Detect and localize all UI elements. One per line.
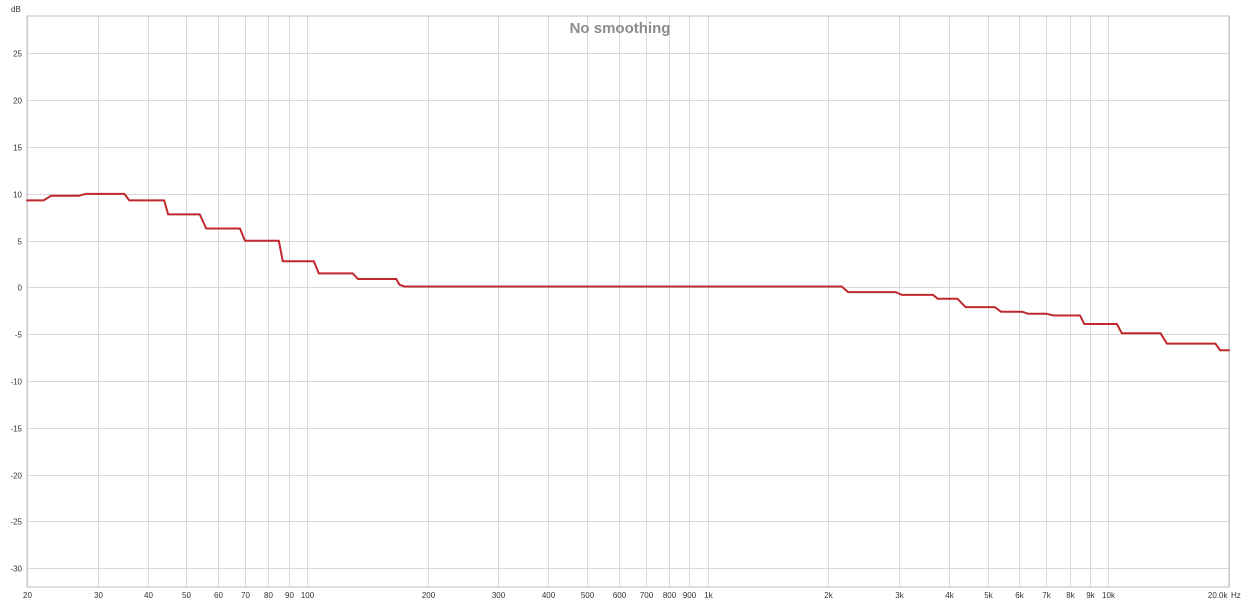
x-tick-label: 300 [492,591,506,600]
x-tick-label: 800 [663,591,677,600]
x-tick-label: 4k [945,591,954,600]
x-tick-label: 5k [984,591,993,600]
chart-title: No smoothing [570,20,671,37]
x-tick-label: 900 [683,591,697,600]
x-tick-label: 8k [1066,591,1075,600]
x-tick-labels: 20 30 40 50 60 70 80 90 100 200 300 400 500 600 700 800… [23,591,1241,600]
y-tick-label: 25 [13,50,22,59]
x-tick-label: 70 [241,591,250,600]
x-tick-label: 500 [581,591,595,600]
x-tick-label: 6k [1015,591,1024,600]
x-tick-label: 3k [895,591,904,600]
x-tick-label: 30 [94,591,103,600]
x-tick-label: 1k [704,591,713,600]
x-tick-label: 10k [1102,591,1116,600]
y-tick-label: 15 [13,144,22,153]
x-tick-label: 20.0k [1208,591,1229,600]
x-tick-label: 2k [824,591,833,600]
y-tick-label: -30 [10,565,22,574]
x-tick-label: 200 [422,591,436,600]
y-tick-label: -15 [10,425,22,434]
y-tick-label: 10 [13,191,22,200]
y-tick-label: -5 [15,331,23,340]
x-tick-label: 700 [640,591,654,600]
x-tick-label: 20 [23,591,32,600]
x-tick-label: 7k [1042,591,1051,600]
y-tick-label: 5 [18,238,23,247]
y-tick-label: 20 [13,97,22,106]
y-tick-label: -25 [10,518,22,527]
x-unit-label: Hz [1231,591,1241,600]
y-tick-label: 0 [18,284,23,293]
plot-frame [26,15,1230,588]
x-tick-label: 40 [144,591,153,600]
y-tick-labels: 25 20 15 10 5 0 -5 -10 -15 -20 -25 -30 [10,50,22,574]
x-tick-label: 400 [542,591,556,600]
vertical-gridlines [27,16,1230,587]
x-tick-label: 80 [264,591,273,600]
response-series-line [26,192,1230,352]
x-tick-label: 90 [285,591,294,600]
x-tick-label: 100 [301,591,315,600]
x-tick-label: 50 [182,591,191,600]
x-tick-label: 60 [214,591,223,600]
x-tick-label: 9k [1086,591,1095,600]
series-layer [26,192,1230,352]
x-tick-label: 600 [613,591,627,600]
y-tick-label: -10 [10,378,22,387]
y-unit-label: dB [11,5,21,14]
y-tick-label: -20 [10,472,22,481]
